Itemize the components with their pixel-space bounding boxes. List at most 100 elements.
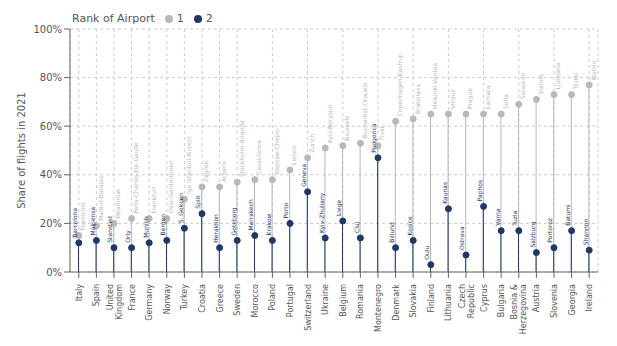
svg-text:Ukraine: Ukraine [321,284,330,315]
svg-text:Larnaca: Larnaca [484,85,491,109]
svg-text:Batumi: Batumi [564,204,571,226]
svg-text:Zagreb: Zagreb [203,160,211,182]
svg-text:Geneva: Geneva [300,163,307,186]
svg-text:Frankfurt: Frankfurt [150,186,157,214]
svg-text:Montenegro: Montenegro [374,284,383,332]
svg-text:Prague: Prague [467,88,475,109]
svg-text:Belgium: Belgium [339,284,348,317]
svg-text:Tbilisi: Tbilisi [572,72,579,91]
svg-text:Athens: Athens [220,161,227,182]
svg-text:80%: 80% [40,72,62,83]
svg-text:Vilnius: Vilnius [449,89,456,109]
svg-text:60%: 60% [40,121,62,132]
svg-text:Bulgaria: Bulgaria [497,284,506,317]
svg-text:Podgorica: Podgorica [371,123,379,153]
svg-text:Kyiv-Boryspil: Kyiv-Boryspil [326,105,334,143]
svg-text:Warsaw-Chopin: Warsaw-Chopin [273,128,281,175]
svg-text:Stansted: Stansted [107,216,114,243]
svg-text:100%: 100% [33,24,62,35]
svg-text:Munich: Munich [142,216,149,238]
svg-text:Croatia: Croatia [198,284,207,313]
svg-text:Finland: Finland [427,284,436,313]
svg-text:Sweden: Sweden [233,284,242,316]
html-text:2: 2 [205,12,213,25]
svg-text:40%: 40% [40,169,62,180]
svg-text:S. Gokcen: S. Gokcen [177,193,184,223]
svg-text:Goteborg: Goteborg [230,207,238,235]
svg-text:Fiumicino: Fiumicino [79,202,86,231]
svg-text:Romania: Romania [356,284,365,319]
svg-text:Marrakech: Marrakech [247,199,254,231]
svg-text:Poland: Poland [268,284,277,311]
svg-text:Bucharest-Otopeni: Bucharest-Otopeni [361,82,369,139]
svg-text:Heraklion: Heraklion [212,214,219,243]
svg-text:Bratislava: Bratislava [414,84,421,114]
svg-text:Salzburg: Salzburg [529,221,537,247]
svg-text:Lithuania: Lithuania [444,284,453,321]
svg-text:Oslo-Gardermoen: Oslo-Gardermoen [167,160,174,213]
svg-text:Iga Istanbul Airport: Iga Istanbul Airport [185,136,193,194]
svg-text:Oulu: Oulu [423,246,430,260]
svg-text:Shannon: Shannon [582,219,589,246]
svg-text:Billund: Billund [388,222,395,243]
svg-text:France: France [128,284,137,311]
svg-text:Cluj: Cluj [353,221,361,233]
svg-text:Paphos: Paphos [476,180,484,201]
svg-text:Slovenia: Slovenia [550,284,559,318]
svg-text:Germany: Germany [145,284,154,321]
svg-text:Paris-Charles-De-Gaulle: Paris-Charles-De-Gaulle [132,142,139,213]
svg-text:Varna: Varna [494,208,501,225]
svg-text:Stockholm-Arlanda: Stockholm-Arlanda [238,120,245,177]
svg-text:Turkey: Turkey [180,284,189,311]
svg-text:Cyprus: Cyprus [480,284,489,312]
svg-text:Portoroz: Portoroz [547,218,554,243]
svg-text:Malpensa: Malpensa [89,206,97,235]
html-text:Rank of Airport: Rank of Airport [72,12,155,25]
svg-text:Ostrava: Ostrava [459,226,466,250]
svg-text:Spain: Spain [92,284,101,306]
svg-text:Lisbon: Lisbon [291,145,298,165]
svg-text:Vienna: Vienna [537,74,544,95]
svg-text:Split: Split [195,195,203,209]
svg-text:Zurich: Zurich [308,133,315,152]
html-text:1: 1 [176,12,184,25]
svg-text:Barcelona: Barcelona [71,208,78,238]
svg-text:Austria: Austria [532,284,541,312]
svg-text:Orly: Orly [124,230,132,243]
svg-text:Ireland: Ireland [585,284,594,312]
svg-text:Slovakia: Slovakia [409,284,418,318]
svg-text:Dublin: Dublin [590,60,597,80]
svg-text:Porto: Porto [283,203,290,219]
svg-text:Krakow: Krakow [265,213,272,235]
svg-text:Greece: Greece [216,284,225,313]
svg-text:UnitedKingdom: UnitedKingdom [106,284,124,320]
svg-text:Denmark: Denmark [392,284,401,321]
svg-text:Heathrow: Heathrow [115,189,122,218]
svg-text:CzechRepublic: CzechRepublic [458,284,476,318]
svg-text:Casablanca: Casablanca [255,140,262,175]
svg-text:Brussels: Brussels [343,116,350,141]
svg-text:Tivat: Tivat [379,125,386,141]
svg-text:Kyiv-Zhuliany: Kyiv-Zhuliany [318,192,326,233]
svg-text:Madrid-Barajas: Madrid-Barajas [97,176,105,221]
svg-text:Liege: Liege [335,199,343,216]
svg-text:20%: 20% [40,218,62,229]
svg-text:Switzerland: Switzerland [304,284,313,331]
svg-text:Helsinki-Vantaa: Helsinki-Vantaa [431,62,438,109]
svg-text:Copenhagen-Kastrup: Copenhagen-Kastrup [396,53,404,116]
svg-text:Tuzla: Tuzla [511,210,518,226]
svg-text:Ljubljana: Ljubljana [555,62,563,89]
svg-text:Bergen: Bergen [159,214,167,236]
svg-text:Georgia: Georgia [568,284,577,315]
svg-text:Kosice: Kosice [406,216,413,235]
svg-text:0%: 0% [46,267,62,278]
svg-text:Norway: Norway [163,284,172,315]
svg-text:Morocco: Morocco [251,284,260,318]
svg-text:Sarajevo: Sarajevo [519,73,527,100]
svg-text:Bosnia &Herzegovina: Bosnia &Herzegovina [510,284,528,334]
svg-text:Kaunas: Kaunas [441,182,448,204]
svg-text:Portugal: Portugal [286,284,295,317]
svg-text:Sofia: Sofia [502,94,509,109]
svg-text:Italy: Italy [75,284,84,302]
svg-text:Share of flights in 2021: Share of flights in 2021 [16,92,27,209]
